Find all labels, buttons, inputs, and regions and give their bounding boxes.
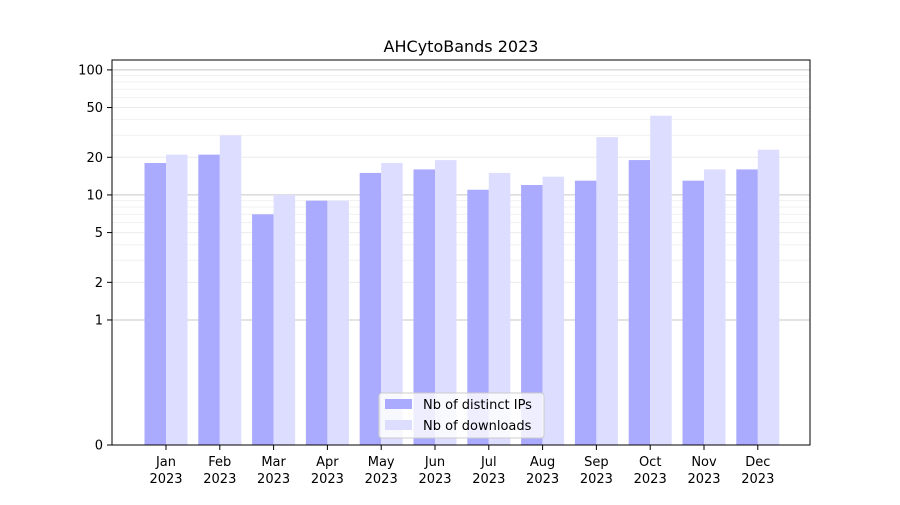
x-tick-label-month: Jun	[424, 455, 445, 470]
bar-distinct-ips	[144, 163, 166, 445]
x-tick-label-month: Aug	[530, 455, 555, 470]
legend: Nb of distinct IPs Nb of downloads	[378, 392, 545, 439]
y-tick-label: 5	[95, 226, 103, 241]
x-tick-label-month: Sep	[584, 455, 609, 470]
x-tick-label-year: 2023	[311, 472, 344, 487]
x-axis: Jan 2023 Feb 2023 Mar 2023 Apr 2023 May 2023 Jun 20…	[149, 445, 774, 487]
y-tick-label: 100	[78, 63, 103, 78]
bar-downloads	[757, 149, 780, 446]
plot-frame	[111, 59, 811, 446]
x-tick-label-month: May	[368, 455, 395, 470]
x-tick-label-year: 2023	[526, 472, 559, 487]
legend-label-distinct-ips: Nb of distinct IPs	[423, 398, 532, 413]
bar-distinct-ips	[413, 169, 435, 445]
x-tick-label-year: 2023	[203, 472, 236, 487]
y-tick-label: 2	[95, 276, 103, 291]
x-tick-label-month: Jan	[155, 455, 176, 470]
x-tick-label-month: Jul	[480, 455, 497, 470]
y-tick-label: 0	[95, 439, 103, 454]
x-tick-label-year: 2023	[634, 472, 667, 487]
y-tick-label: 50	[86, 101, 103, 116]
bar-downloads	[273, 194, 296, 445]
bar-downloads	[650, 115, 672, 445]
bar-downloads	[704, 169, 726, 445]
x-tick-label-year: 2023	[149, 472, 182, 487]
y-axis: 0 1 2 5 10 20 50 100	[78, 63, 112, 454]
x-tick-label-month: Nov	[691, 455, 717, 470]
bar-distinct-ips	[628, 160, 651, 445]
bar-downloads	[596, 137, 618, 445]
x-tick-label-month: Feb	[208, 455, 231, 470]
x-tick-label-year: 2023	[687, 472, 720, 487]
bar-downloads	[219, 135, 242, 445]
x-tick-label-month: Oct	[639, 455, 661, 470]
bar-distinct-ips	[359, 172, 382, 445]
x-tick-label-month: Mar	[261, 455, 286, 470]
x-tick-label-month: Apr	[316, 455, 339, 470]
x-tick-label-month: Dec	[745, 455, 770, 470]
legend-swatch-distinct-ips	[385, 399, 412, 409]
bar-distinct-ips	[305, 200, 328, 445]
legend-box	[378, 392, 545, 439]
bar-downloads	[435, 160, 457, 445]
x-tick-label-year: 2023	[741, 472, 774, 487]
legend-label-downloads: Nb of downloads	[423, 419, 532, 434]
y-tick-label: 20	[86, 151, 103, 166]
bar-downloads	[327, 200, 349, 445]
bar-distinct-ips	[682, 180, 704, 445]
x-tick-label-year: 2023	[472, 472, 505, 487]
bar-distinct-ips	[252, 214, 274, 445]
legend-swatch-downloads	[385, 420, 412, 430]
bar-distinct-ips	[574, 180, 597, 445]
chart-title: AHCytoBands 2023	[384, 37, 539, 56]
bar-downloads	[542, 176, 565, 445]
x-tick-label-year: 2023	[418, 472, 451, 487]
bars	[144, 115, 780, 446]
x-tick-label-year: 2023	[257, 472, 290, 487]
bar-distinct-ips	[198, 154, 220, 446]
bar-downloads	[488, 172, 511, 445]
bar-distinct-ips	[467, 189, 489, 445]
bar-downloads	[166, 154, 188, 446]
x-tick-label-year: 2023	[580, 472, 613, 487]
y-tick-label: 10	[86, 188, 103, 203]
bar-distinct-ips	[521, 185, 543, 445]
x-tick-label-year: 2023	[365, 472, 398, 487]
y-tick-label: 1	[95, 313, 103, 328]
bar-distinct-ips	[736, 169, 758, 445]
bar-downloads	[381, 163, 403, 445]
